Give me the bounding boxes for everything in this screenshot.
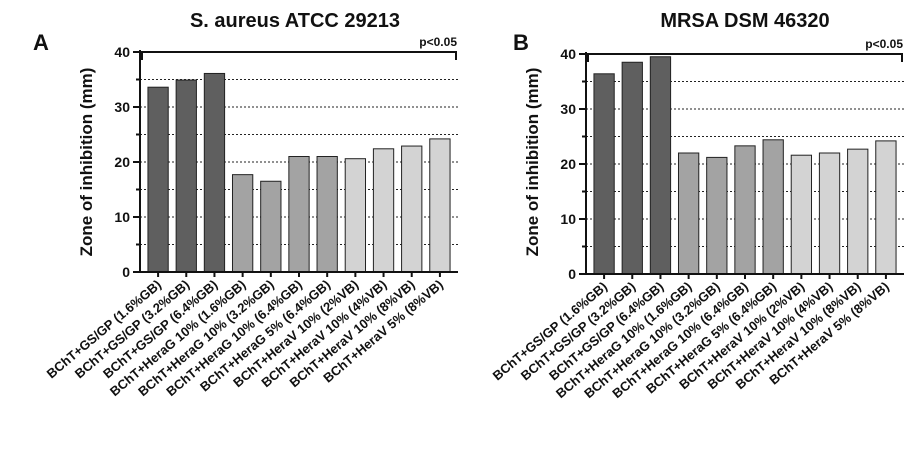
panel-b-significance-bracket bbox=[587, 53, 903, 62]
panel-b-title: MRSA DSM 46320 bbox=[660, 10, 829, 32]
panel-b-y-axis-label: Zone of inhibition (mm) bbox=[523, 68, 542, 257]
panel-a-letter: A bbox=[33, 30, 49, 55]
panel-a-title: S. aureus ATCC 29213 bbox=[190, 10, 400, 32]
panel-b-y-tick-label: 10 bbox=[560, 211, 576, 227]
panel-a-bar bbox=[429, 138, 451, 273]
panel-b-y-tick-label: 40 bbox=[560, 46, 576, 62]
panel-b-bar bbox=[677, 152, 700, 275]
panel-a-plot-area: BChT+GS/GP (1.6%GB)BChT+GS/GP (3.2%GB)BC… bbox=[44, 44, 458, 399]
panel-a: A S. aureus ATCC 29213 Zone of inhibitio… bbox=[33, 10, 458, 399]
panel-b-bar bbox=[734, 145, 756, 275]
panel-a-bar bbox=[231, 174, 254, 273]
panel-b-bar bbox=[875, 140, 897, 275]
panel-a-y-axis-label: Zone of inhibition (mm) bbox=[77, 68, 96, 257]
panel-a-y-tick-label: 20 bbox=[114, 154, 130, 170]
panel-a-bar bbox=[344, 158, 367, 273]
panel-a-y-tick-label: 0 bbox=[122, 264, 130, 280]
panel-b-y-tick-label: 30 bbox=[560, 101, 576, 117]
panel-b-bar bbox=[621, 61, 643, 275]
panel-b-bar bbox=[706, 156, 728, 275]
panel-a-bar bbox=[203, 72, 226, 273]
panel-a-y-tick-label: 10 bbox=[114, 209, 130, 225]
panel-a-bar bbox=[147, 86, 169, 273]
panel-b-plot-area: BChT+GS/GP (1.6%GB)BChT+GS/GP (3.2%GB)BC… bbox=[490, 46, 904, 401]
panel-a-significance-label: p<0.05 bbox=[419, 35, 457, 49]
panel-a-bar bbox=[288, 156, 310, 273]
panel-b: B MRSA DSM 46320 Zone of inhibition (mm)… bbox=[490, 10, 904, 401]
panel-b-bar bbox=[649, 56, 672, 275]
panel-a-bar bbox=[260, 180, 282, 273]
panel-b-significance-label: p<0.05 bbox=[865, 37, 903, 51]
panel-b-bar bbox=[847, 148, 869, 275]
panel-b-letter: B bbox=[513, 30, 529, 55]
panel-a-bar bbox=[401, 145, 423, 273]
panel-b-bar bbox=[593, 73, 615, 275]
panel-a-bar bbox=[316, 156, 338, 273]
panel-a-significance-bracket bbox=[141, 51, 457, 60]
panel-a-bar bbox=[175, 79, 197, 273]
panel-b-bar bbox=[818, 152, 841, 275]
panel-b-y-tick-label: 20 bbox=[560, 156, 576, 172]
panel-a-bar bbox=[372, 148, 395, 273]
panel-b-bar bbox=[762, 139, 784, 275]
panel-b-y-tick-label: 0 bbox=[568, 266, 576, 282]
panel-a-y-tick-label: 40 bbox=[114, 44, 130, 60]
panel-b-bar bbox=[790, 154, 813, 275]
panel-a-y-tick-label: 30 bbox=[114, 99, 130, 115]
